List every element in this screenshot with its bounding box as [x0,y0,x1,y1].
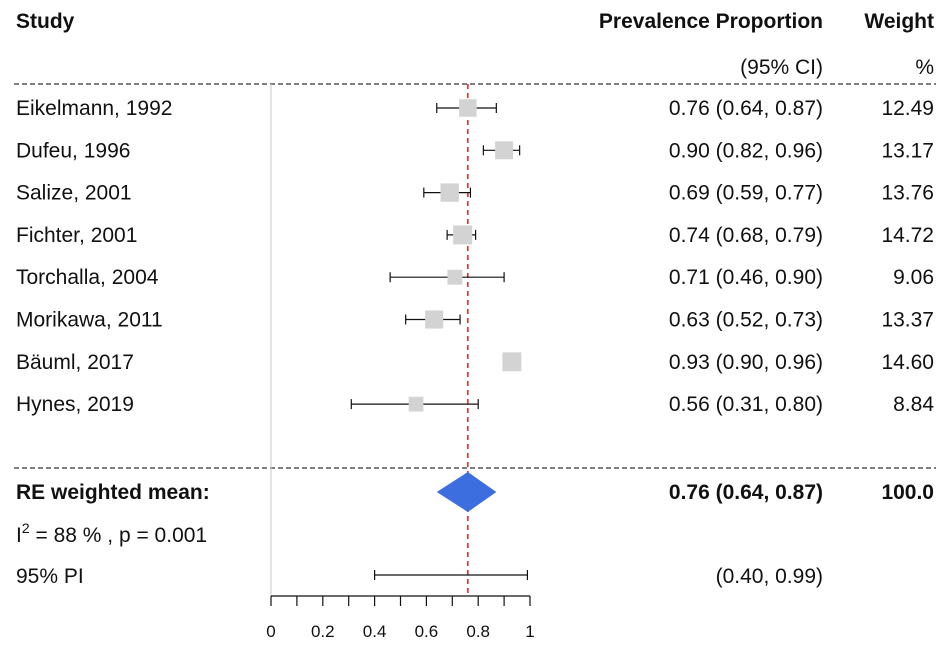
study-square [425,310,444,329]
header-study: Study [16,10,75,33]
study-ci-text: 0.71 (0.46, 0.90) [669,266,823,289]
axis-tick-label: 0.2 [311,622,335,641]
study-label: Bäuml, 2017 [16,351,134,374]
summary-weight: 100.0 [881,481,934,504]
study-weight: 14.60 [881,351,934,374]
study-ci-text: 0.76 (0.64, 0.87) [669,97,823,120]
study-ci-text: 0.69 (0.59, 0.77) [669,182,823,205]
study-label: Dufeu, 1996 [16,139,130,162]
summary-diamond [436,472,497,512]
study-label: Eikelmann, 1992 [16,97,172,120]
study-ci-text: 0.93 (0.90, 0.96) [669,351,823,374]
study-label: Salize, 2001 [16,182,132,205]
header-ci: (95% CI) [740,56,823,79]
study-rows: Eikelmann, 1992 0.76 (0.64, 0.87) 12.49 Duf… [16,97,934,416]
study-weight: 13.17 [881,139,934,162]
study-square [440,183,459,202]
study-square [495,141,514,160]
i2-prefix: I [16,524,22,547]
study-ci-text: 0.63 (0.52, 0.73) [669,309,823,332]
study-square [459,99,477,117]
study-weight: 9.06 [893,266,934,289]
x-axis: 0 0.2 0.4 0.6 0.8 1 [266,595,535,641]
pi-label: 95% PI [16,565,84,588]
summary-ci-text: 0.76 (0.64, 0.87) [669,481,823,504]
study-weight: 12.49 [881,97,934,120]
study-weight: 13.37 [881,309,934,332]
study-square [502,352,522,372]
study-label: Fichter, 2001 [16,224,137,247]
study-label: Morikawa, 2011 [16,309,163,332]
study-ci-text: 0.74 (0.68, 0.79) [669,224,823,247]
summary-label: RE weighted mean: [16,481,210,504]
axis-tick-label: 0.8 [466,622,490,641]
study-square [447,269,463,285]
header-weight: Weight [864,10,934,33]
axis-tick-label: 1 [525,622,534,641]
axis-tick-label: 0.4 [363,622,387,641]
i2-superscript: 2 [22,520,30,536]
study-weight: 8.84 [893,393,934,416]
study-label: Torchalla, 2004 [16,266,159,289]
i2-rest: = 88 % , p = 0.001 [30,524,207,547]
pi-text: (0.40, 0.99) [716,565,823,588]
study-ci-text: 0.56 (0.31, 0.80) [669,393,823,416]
axis-tick-label: 0 [266,622,275,641]
header-weight-unit: % [915,56,934,79]
axis-tick-label: 0.6 [415,622,439,641]
study-weight: 13.76 [881,182,934,205]
study-square [453,225,473,245]
study-square [408,396,424,412]
study-weight: 14.72 [881,224,934,247]
study-ci-text: 0.90 (0.82, 0.96) [669,139,823,162]
study-label: Hynes, 2019 [16,393,134,416]
header-prevalence: Prevalence Proportion [599,10,823,33]
heterogeneity-stat: I2 = 88 % , p = 0.001 [16,520,207,547]
